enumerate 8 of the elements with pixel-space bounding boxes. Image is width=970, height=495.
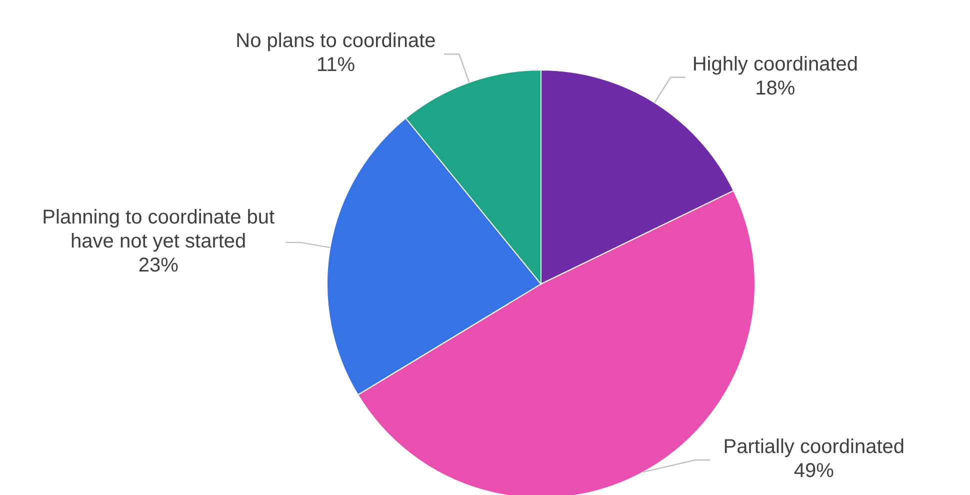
- data-label: 23%: [138, 254, 179, 276]
- data-label: 11%: [316, 54, 356, 76]
- slice-label: Highly coordinated: [692, 53, 858, 76]
- data-label: 18%: [755, 77, 796, 100]
- slice-label: Planning to coordinate but have not yet started: [42, 206, 275, 252]
- slice-label: No plans to coordinate: [236, 30, 436, 52]
- data-label: 49%: [794, 460, 834, 482]
- slice-label: Partially coordinated: [723, 436, 905, 458]
